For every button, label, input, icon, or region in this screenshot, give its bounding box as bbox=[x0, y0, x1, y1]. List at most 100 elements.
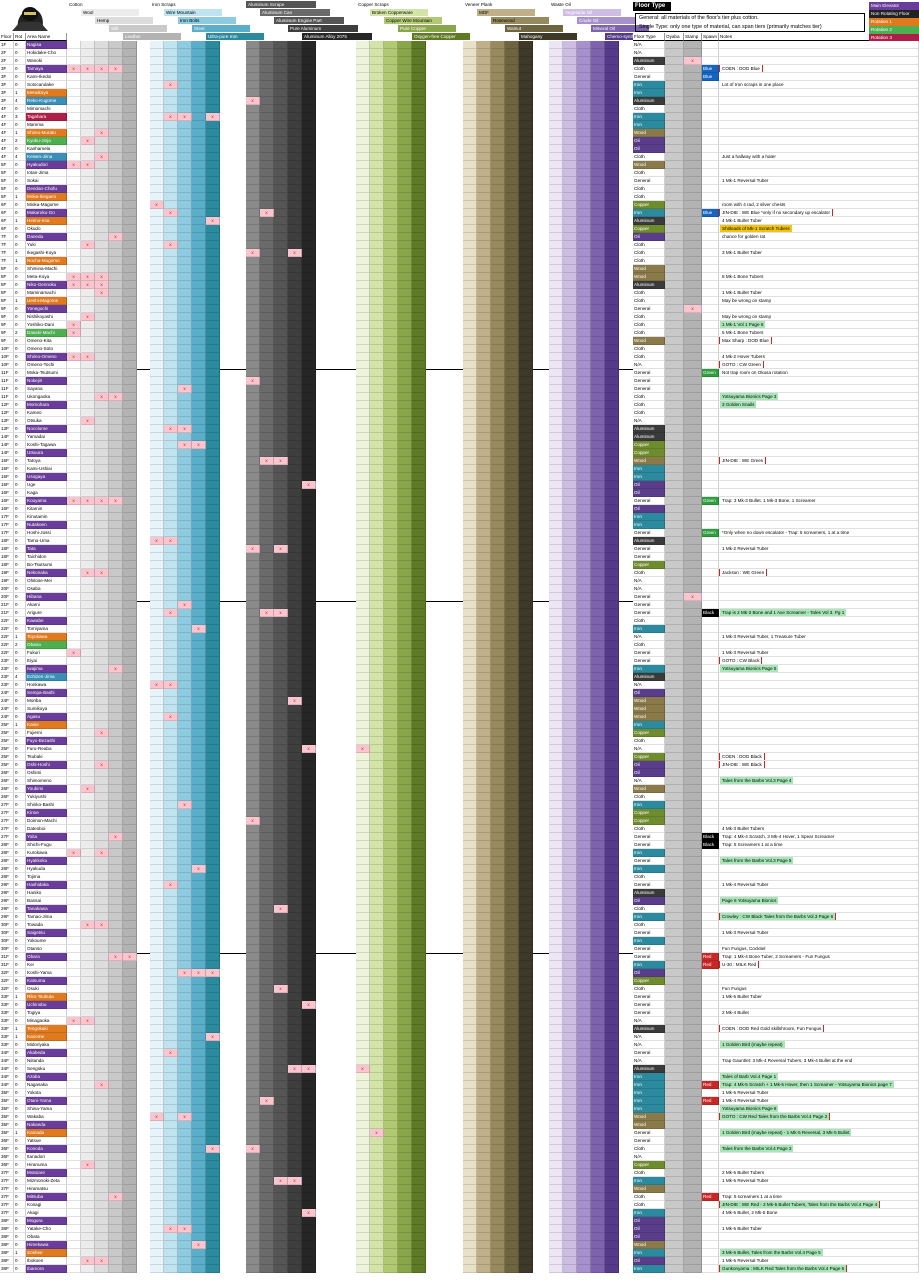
header-spawn[interactable]: Spawn bbox=[702, 33, 719, 41]
header-area-name[interactable]: Area Name bbox=[26, 33, 67, 41]
table-row[interactable]: 10F 0 Shimo-Omeno x x Cloth 4 Mk-2 Hover Tuber… bbox=[0, 353, 919, 361]
table-row[interactable]: 17F 0 Nutakoen Iron bbox=[0, 521, 919, 529]
table-row[interactable]: 30F 0 Yokoume Iron bbox=[0, 937, 919, 945]
table-row[interactable]: 9F 0 Yoshiko-Dani x Cloth 1 Mk-1 Vol 1 Page 6 bbox=[0, 321, 919, 329]
table-row[interactable]: 2F 0 Hokidake-Cho N/A bbox=[0, 49, 919, 57]
table-row[interactable]: 24F 0 Sumikoya Wood bbox=[0, 705, 919, 713]
table-row[interactable]: 15F 0 Kami-Ushiai Iron bbox=[0, 465, 919, 473]
table-row[interactable]: 31F 0 Obara x x General Red Trap: 1 Mk-4 Bone T… bbox=[0, 953, 919, 961]
table-row[interactable]: 15F 0 Usogaya Iron bbox=[0, 473, 919, 481]
table-row[interactable]: 27F 0 Yoita x General Black Trap: 4 Mk-4 Scrat… bbox=[0, 833, 919, 841]
table-row[interactable]: 8F 0 Niko-Gennoku x x x Aluminum bbox=[0, 281, 919, 289]
table-row[interactable]: 13F 0 Nocolume x x Aluminum bbox=[0, 425, 919, 433]
table-row[interactable]: 21F 0 Akami x General bbox=[0, 601, 919, 609]
table-row[interactable]: 10F 0 Omeno-Soto Cloth bbox=[0, 345, 919, 353]
table-row[interactable]: 17F 0 Hoshi-Jossi General Green *Only when no… bbox=[0, 529, 919, 537]
table-row[interactable]: 3F 0 Kami-Ikedoi General Blue bbox=[0, 73, 919, 81]
table-row[interactable]: 29F 0 Haniko Aluminum bbox=[0, 889, 919, 897]
table-row[interactable]: 15F 0 Uge x Oil bbox=[0, 481, 919, 489]
table-row[interactable]: 21F 0 Arigure x x x General Black Trap is 2 Mk-3… bbox=[0, 609, 919, 617]
table-row[interactable]: 11F 0 Sayana x General bbox=[0, 385, 919, 393]
table-row[interactable]: 30F 0 Towada x x Cloth bbox=[0, 921, 919, 929]
table-row[interactable]: 2F 0 Wanoki Aluminum x bbox=[0, 57, 919, 65]
table-row[interactable]: 3F 0 Tamaya x x x x Cloth Blue COEN : DOD Blue bbox=[0, 65, 919, 73]
table-row[interactable]: 19F 0 Nekonaka x x Cloth Jackson : WE Green bbox=[0, 569, 919, 577]
table-row[interactable]: 7F 0 Daneda x Oil chance for golden rat bbox=[0, 233, 919, 241]
table-row[interactable]: 25F 0 Fuyu-Bezashi Cloth bbox=[0, 737, 919, 745]
table-row[interactable]: 25F 0 Fujiemi x Copper bbox=[0, 729, 919, 737]
table-row[interactable]: 26F 0 Shimomeno N/A Tales from the Barbs Vol… bbox=[0, 777, 919, 785]
table-row[interactable]: 25F 0 Tsubaki Copper COEN : DOD Black bbox=[0, 753, 919, 761]
table-row[interactable]: 23F 0 Eiyai General GOTO : CW Black bbox=[0, 657, 919, 665]
table-row[interactable]: 4F 0 Mimomachi Cloth bbox=[0, 105, 919, 113]
table-row[interactable]: 28F 0 Shichi-Fugu General Black Trap: 5 Screa… bbox=[0, 841, 919, 849]
table-row[interactable]: 27F 0 Kinoe Copper bbox=[0, 809, 919, 817]
table-row[interactable]: 5F 0 Iotan-Jima Cloth bbox=[0, 169, 919, 177]
table-row[interactable]: 30F 0 Saigetsu General 1 Mk-3 Reversal Tuber bbox=[0, 929, 919, 937]
table-row[interactable]: 5F 0 Dendan-Chofu Cloth bbox=[0, 185, 919, 193]
header-floor[interactable]: Floor bbox=[0, 33, 14, 41]
table-row[interactable]: 8F 0 Meta-Koya x x x Wood 8 Mk-1 Bone Tubers bbox=[0, 273, 919, 281]
table-row[interactable]: 4F 1 Shimo-Murato x Wood bbox=[0, 129, 919, 137]
table-row[interactable]: 28F 0 Hyakuda x Iron bbox=[0, 865, 919, 873]
table-row[interactable]: 3F 0 Sotocandake x Iron Lot of Iron scraps in… bbox=[0, 81, 919, 89]
table-row[interactable]: 11F 0 Ukongaoka x x Cloth Yotsuyama Bionics Pa… bbox=[0, 393, 919, 401]
table-row[interactable]: 22F 2 Obana Cloth bbox=[0, 641, 919, 649]
table-row[interactable]: 11F 0 Nokejiri x General bbox=[0, 377, 919, 385]
table-row[interactable]: 23F 0 Iwajima x Iron Yotsuyama Bionics Page 5 bbox=[0, 665, 919, 673]
table-row[interactable]: 18F 0 Tamo-Uma x x Aluminum bbox=[0, 537, 919, 545]
table-row[interactable]: 7F 1 Nocha-Mugomo Cloth bbox=[0, 257, 919, 265]
table-row[interactable]: 29F 0 Tanakawa x Cloth bbox=[0, 905, 919, 913]
table-row[interactable]: 13F 0 Otsuka x N/A bbox=[0, 417, 919, 425]
table-row[interactable]: 4F 0 Kanhamela Oil bbox=[0, 145, 919, 153]
table-row[interactable]: 16F 0 Kaga Oil bbox=[0, 489, 919, 497]
table-row[interactable]: 22F 0 Kawabe Cloth bbox=[0, 617, 919, 625]
table-row[interactable]: 11F 0 Moka-Tsutsumi General Green Not trap ro… bbox=[0, 369, 919, 377]
table-row[interactable]: 28F 0 Hyakkoku General Tales from the Barbs … bbox=[0, 857, 919, 865]
table-row[interactable]: 33F 0 Midoriyaka N/A 1 Golden Bird (maybe re… bbox=[0, 1041, 919, 1049]
table-row[interactable]: 24F 0 Agasu x Wood bbox=[0, 713, 919, 721]
table-row[interactable]: 33F 0 Uchinobu x General bbox=[0, 1001, 919, 1009]
table-row[interactable]: 6F 0 Okudo Copper Shitloads of Mk-1 Scratch … bbox=[0, 225, 919, 233]
table-row[interactable]: 8F 0 Maminamachi x Cloth 1 Mk-1 Bullet Tuber bbox=[0, 289, 919, 297]
table-row[interactable]: 14F 0 Koshi-Tagawa x x Copper bbox=[0, 441, 919, 449]
table-row[interactable]: 7F 0 Yuki x x Cloth bbox=[0, 241, 919, 249]
table-row[interactable]: 23F 4 Echizen-Jima Aluminum bbox=[0, 673, 919, 681]
header-oyaba[interactable]: Oyaba bbox=[665, 33, 684, 41]
table-row[interactable]: 28F 0 Kurokawa x x Iron bbox=[0, 849, 919, 857]
table-row[interactable]: 29F 0 Hashidaka x General 1 Mk-4 Reversal Tub… bbox=[0, 881, 919, 889]
table-row[interactable]: 15F 0 Tatoya x x Wood JIN-DIE : WE Green bbox=[0, 457, 919, 465]
table-row[interactable]: 4F 4 Keisen-Jima x Cloth Just a hallway with … bbox=[0, 153, 919, 161]
table-row[interactable]: 4F 0 Mamma Iron bbox=[0, 121, 919, 129]
table-row[interactable]: 27F 0 Shinko-Bashi x Iron bbox=[0, 801, 919, 809]
table-row[interactable]: 12F 0 Kameo Cloth bbox=[0, 409, 919, 417]
table-row[interactable]: 32F 0 Osuki x Cloth Fun Fungus bbox=[0, 985, 919, 993]
table-row[interactable]: 18F 0 Bo-Tsutsumi Copper bbox=[0, 561, 919, 569]
table-row[interactable]: 22F 1 Toyokawa N/A 1 Mk-3 Reversal Tuber, 1 … bbox=[0, 633, 919, 641]
table-row[interactable]: 26F 0 Youbimi x Wood bbox=[0, 785, 919, 793]
table-row[interactable]: 4F 3 Tagahara x x x Iron bbox=[0, 113, 919, 121]
table-row[interactable]: 18F 0 Tata x x General 1 Mk-2 Reversal Tuber bbox=[0, 545, 919, 553]
table-row[interactable]: 33F 1 Riko-Tsubuta General 1 Mk-5 Bullet Tub… bbox=[0, 993, 919, 1001]
table-row[interactable]: 3F 1 Meraikoya Iron bbox=[0, 89, 919, 97]
table-row[interactable]: 5F 0 Sokai General 1 Mk-1 Reversal Tuber bbox=[0, 177, 919, 185]
table-row[interactable]: 14F 0 Utsuura Copper bbox=[0, 449, 919, 457]
table-row[interactable]: 25F 1 Kanie Iron bbox=[0, 721, 919, 729]
table-row[interactable]: 5F 1 Moka-Ikegami Cloth bbox=[0, 193, 919, 201]
table-row[interactable]: 33F 0 Togiya General 2 Mk-4 Bullet bbox=[0, 1009, 919, 1017]
table-row[interactable]: 6F 0 Mioka-Magome x Copper room with 4 rad, 2… bbox=[0, 201, 919, 209]
table-row[interactable]: 9F 2 Dasaki-Machi x Cloth 5 Mk-1 Bone Tubers bbox=[0, 329, 919, 337]
table-row[interactable]: 32F 0 Koshi-Yama x x x Oil bbox=[0, 969, 919, 977]
table-row[interactable]: 9F 0 Omeno-Kita Wood Max Sharp : DOD Blue bbox=[0, 337, 919, 345]
table-row[interactable]: 27F 0 Dateoboi Cloth 4 Mk-3 Bullet Tubers bbox=[0, 825, 919, 833]
table-row[interactable]: 31F 0 Kei Iron Red U-30 : MILK Red bbox=[0, 961, 919, 969]
table-row[interactable]: 17F 0 Kinutamin Iron bbox=[0, 513, 919, 521]
table-row[interactable]: 25F 0 Furu-Reaba x x N/A bbox=[0, 745, 919, 753]
table-row[interactable]: 24F 0 Sempa-Bashi Oil bbox=[0, 689, 919, 697]
table-row[interactable]: 12F 0 Momohara Cloth 3 Golden Snails bbox=[0, 401, 919, 409]
table-row[interactable]: 3F 4 Reko-Kugome x Aluminum bbox=[0, 97, 919, 105]
table-row[interactable]: 8F 0 Shimina-Machi Wood bbox=[0, 265, 919, 273]
table-row[interactable]: 16F 0 Kouyama x x x x General Green Trap: 3 Mk-3 … bbox=[0, 497, 919, 505]
table-row[interactable]: 24F 0 Moriba x Wood bbox=[0, 697, 919, 705]
table-row[interactable]: 22F 0 Fukuri x General 1 Mk-3 Reversal Tuber bbox=[0, 649, 919, 657]
